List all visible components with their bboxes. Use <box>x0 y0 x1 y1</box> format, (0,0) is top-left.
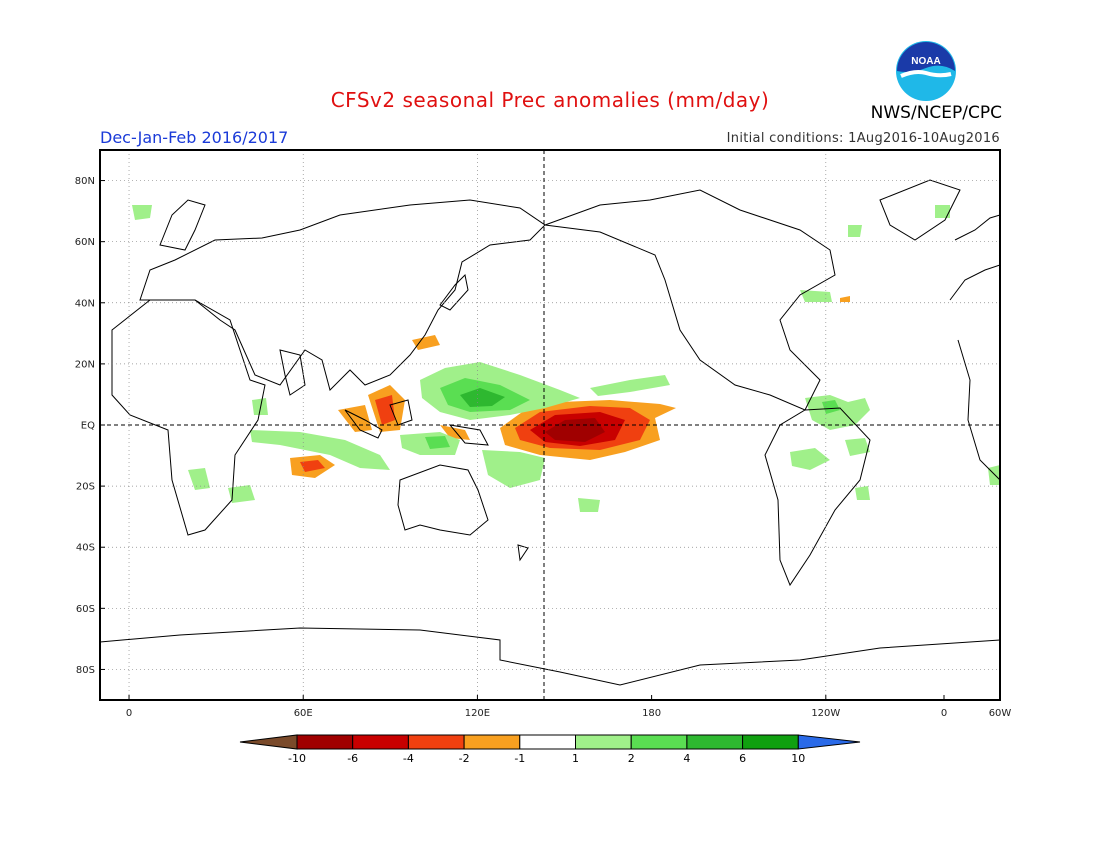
agency-label: NWS/NCEP/CPC <box>870 103 1002 123</box>
season-label: Dec-Jan-Feb 2016/2017 <box>100 128 289 147</box>
initial-conditions-label: Initial conditions: 1Aug2016-10Aug2016 <box>726 131 1000 146</box>
colorbar-swatch <box>519 734 576 750</box>
colorbar-swatch <box>575 734 632 750</box>
coastlines <box>100 179 1000 686</box>
colorbar-swatch <box>296 734 354 750</box>
colorbar-label: 6 <box>739 752 746 765</box>
lat-tick-label: 80S <box>76 665 95 676</box>
colorbar-label: 2 <box>628 752 635 765</box>
anomaly-region <box>790 448 830 470</box>
lat-tick-label: 40N <box>75 298 95 309</box>
anomaly-region <box>805 395 870 430</box>
colorbar-swatch <box>686 734 744 750</box>
lon-tick-label: 0 <box>941 708 947 719</box>
anomaly-region <box>578 498 600 512</box>
noaa-logo-icon: NOAA <box>896 41 956 101</box>
lon-tick-label: 60E <box>294 708 313 719</box>
colorbar-swatch <box>407 734 465 750</box>
colorbar-label: -10 <box>288 752 306 765</box>
anomaly-region <box>848 225 862 237</box>
lat-tick-label: 80N <box>75 176 95 187</box>
lat-tick-label: 40S <box>76 543 95 554</box>
colorbar-swatch <box>742 734 799 750</box>
colorbar-label: 4 <box>683 752 690 765</box>
anomaly-region <box>845 438 870 456</box>
anomaly-region <box>440 425 470 440</box>
anomaly-region <box>800 290 832 302</box>
anomaly-region <box>252 398 268 415</box>
lat-tick-label: 20N <box>75 359 95 370</box>
anomaly-shading <box>132 205 1000 512</box>
lon-tick-label: 120W <box>811 708 840 719</box>
anomaly-region <box>545 418 605 442</box>
lon-tick-label: 120E <box>465 708 490 719</box>
colorbar-swatch <box>630 734 688 750</box>
chart-title: CFSv2 seasonal Prec anomalies (mm/day) <box>330 88 770 112</box>
lat-tick-label: 60N <box>75 237 95 248</box>
anomaly-region <box>412 335 440 350</box>
anomaly-region <box>188 468 210 490</box>
colorbar-label: -4 <box>403 752 414 765</box>
anomaly-region <box>822 400 840 414</box>
anomaly-region <box>840 296 850 302</box>
colorbar-label: -6 <box>347 752 358 765</box>
colorbar-label: 10 <box>791 752 805 765</box>
lon-tick-label: 0 <box>126 708 132 719</box>
anomaly-region <box>482 450 545 488</box>
anomaly-region <box>338 405 372 432</box>
lat-tick-label: 20S <box>76 482 95 493</box>
colorbar-swatch <box>463 734 521 750</box>
colorbar-label: 1 <box>572 752 579 765</box>
logo-text: NOAA <box>911 56 940 67</box>
anomaly-region <box>590 375 670 396</box>
anomaly-region <box>228 485 255 503</box>
anomaly-region <box>855 486 870 500</box>
colorbar: -10 -6 -4 -2 -1 1 2 4 6 10 <box>239 734 861 765</box>
colorbar-swatch <box>352 734 409 750</box>
colorbar-label: -2 <box>459 752 470 765</box>
colorbar-arrow-high <box>797 734 861 750</box>
colorbar-arrow-low <box>239 734 298 750</box>
anomaly-region <box>250 430 390 470</box>
anomaly-region <box>132 205 152 220</box>
anomaly-region <box>460 388 505 407</box>
lat-tick-label: EQ <box>81 421 95 432</box>
anomaly-region <box>935 205 950 218</box>
lon-tick-label: 60W <box>989 708 1012 719</box>
anomaly-region <box>425 436 450 449</box>
anomaly-region <box>300 460 325 472</box>
anomaly-region <box>988 465 1000 485</box>
colorbar-label: -1 <box>514 752 525 765</box>
lat-tick-label: 60S <box>76 604 95 615</box>
anomaly-region <box>375 395 395 425</box>
lon-tick-label: 180 <box>642 708 661 719</box>
